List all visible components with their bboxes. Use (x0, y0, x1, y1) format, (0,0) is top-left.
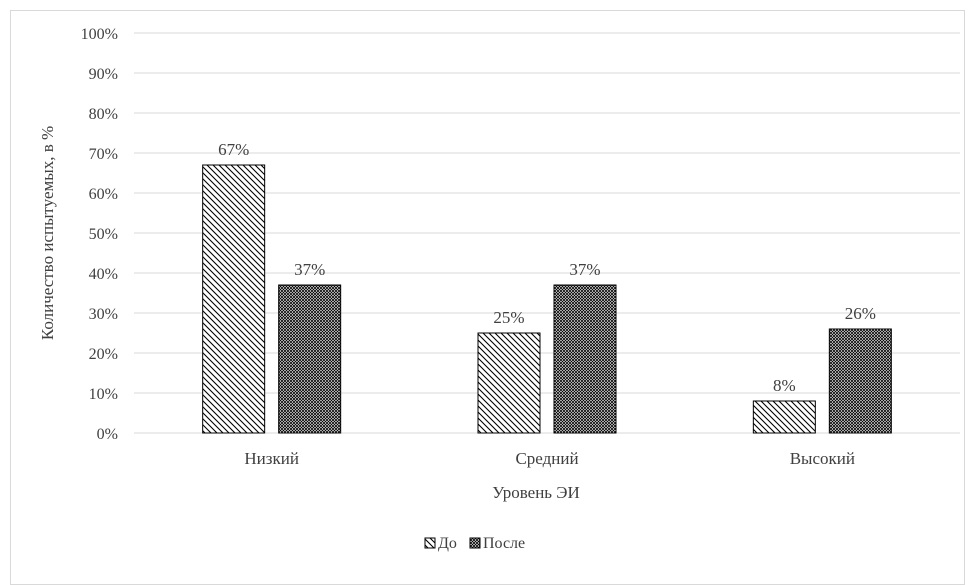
bar-do (202, 164, 266, 434)
legend-swatch (424, 537, 436, 549)
y-tick-label: 40% (89, 266, 118, 283)
y-tick-label: 100% (81, 26, 118, 43)
data-label: 37% (569, 260, 600, 279)
y-axis-title: Количество испытуемых, в % (38, 126, 57, 340)
bar-posle (278, 284, 342, 434)
chart-frame (10, 10, 965, 585)
y-tick-label: 90% (89, 66, 118, 83)
legend-label: После (483, 535, 525, 552)
legend-label: До (438, 535, 457, 552)
y-tick-label: 50% (89, 226, 118, 243)
y-tick-label: 30% (89, 306, 118, 323)
legend-swatch (469, 537, 481, 549)
x-tick-label: Средний (515, 449, 578, 468)
data-label: 8% (773, 376, 796, 395)
x-tick-label: Низкий (244, 449, 299, 468)
y-axis-ticks: 0% 10% 20% 30% 40% 50% 60% 70% 80% 90% 100% (81, 26, 118, 443)
data-labels: 67% 37% 25% 37% 8% 26% (218, 140, 876, 395)
x-axis-title: Уровень ЭИ (492, 483, 580, 502)
x-axis-ticks: Низкий Средний Высокий (244, 449, 855, 468)
bar-posle (828, 328, 892, 434)
y-tick-label: 70% (89, 146, 118, 163)
bars (202, 164, 892, 434)
y-tick-label: 0% (97, 426, 118, 443)
x-tick-label: Высокий (790, 449, 855, 468)
data-label: 67% (218, 140, 249, 159)
y-tick-label: 20% (89, 346, 118, 363)
bar-do (477, 332, 541, 434)
data-label: 25% (493, 308, 524, 327)
data-label: 26% (845, 304, 876, 323)
gridlines (134, 32, 960, 434)
y-tick-label: 80% (89, 106, 118, 123)
data-label: 37% (294, 260, 325, 279)
bar-posle (553, 284, 617, 434)
bar-do (752, 400, 816, 434)
y-tick-label: 10% (89, 386, 118, 403)
legend: До После (424, 535, 525, 552)
y-tick-label: 60% (89, 186, 118, 203)
